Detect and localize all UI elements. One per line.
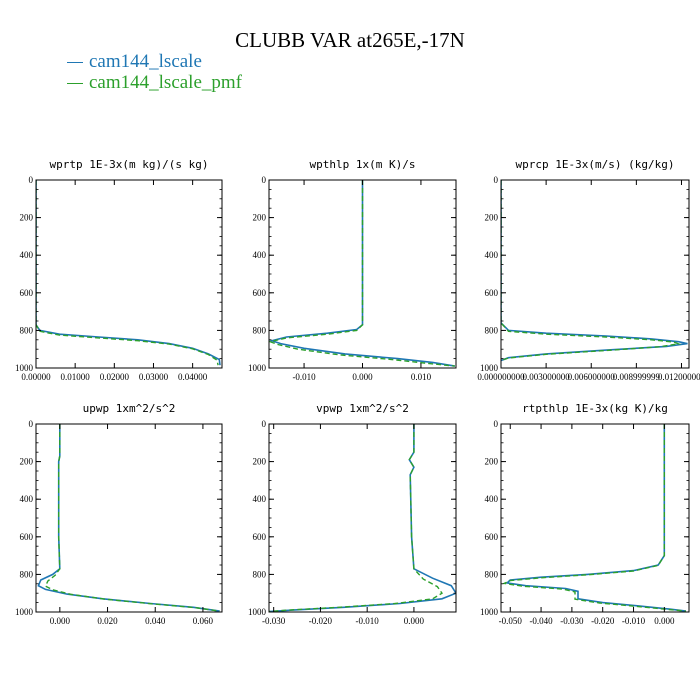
x-tick-label: 0.000	[404, 616, 425, 626]
plot-frame	[268, 423, 457, 613]
x-tick-label: 0.020	[97, 616, 118, 626]
plot-frame	[35, 423, 223, 613]
chart-title: vpwp 1xm^2/s^2	[316, 402, 409, 415]
y-tick-label: 600	[253, 288, 267, 298]
y-tick-label: 200	[253, 457, 267, 467]
y-tick-label: 800	[485, 569, 499, 579]
series-line	[501, 180, 682, 362]
legend-label: cam144_lscale	[89, 51, 202, 72]
y-tick-label: 1000	[480, 607, 499, 617]
y-tick-label: 1000	[248, 607, 267, 617]
x-tick-label: 0.008999999	[613, 372, 661, 382]
legend-line-icon	[67, 62, 83, 64]
chart-panel: wprtp 1E-3x(m kg)/(s kg) 0 200 400 600 800 100…	[15, 158, 223, 382]
y-tick-label: 200	[485, 213, 499, 223]
x-tick-label: 0.000	[352, 372, 373, 382]
series-line	[269, 424, 456, 612]
legend-line-icon	[67, 83, 83, 85]
legend-label: cam144_lscale_pmf	[89, 72, 243, 93]
x-tick-label: 0.003000000	[522, 372, 570, 382]
series-line	[505, 424, 686, 612]
y-tick-label: 0	[494, 419, 499, 429]
y-tick-label: 0	[29, 175, 34, 185]
y-tick-label: 800	[253, 325, 267, 335]
y-tick-label: 600	[253, 532, 267, 542]
y-tick-label: 0	[494, 175, 499, 185]
x-tick-label: 0.006000000	[568, 372, 616, 382]
y-tick-label: 400	[20, 494, 34, 504]
y-tick-label: 0	[29, 419, 34, 429]
series-line	[269, 180, 455, 367]
y-tick-label: 800	[253, 569, 267, 579]
x-tick-label: -0.010	[622, 616, 646, 626]
legend-item: cam144_lscale	[67, 51, 202, 73]
y-tick-label: 800	[485, 325, 499, 335]
chart-panel: wprcp 1E-3x(m/s) (kg/kg) 0 200 400 600 800 100…	[477, 158, 700, 382]
x-tick-label: 0.000	[50, 616, 71, 626]
series-line	[44, 424, 220, 612]
x-tick-label: 0.00000	[21, 372, 51, 382]
y-tick-label: 200	[253, 213, 267, 223]
series-line	[501, 180, 688, 362]
y-tick-label: 400	[485, 250, 499, 260]
chart-title: wprtp 1E-3x(m kg)/(s kg)	[50, 158, 209, 171]
y-tick-label: 400	[253, 250, 267, 260]
y-tick-label: 600	[485, 288, 499, 298]
chart-panel: vpwp 1xm^2/s^2 0 200 400 600 800 1000-0.030 -0.…	[248, 402, 457, 626]
y-tick-label: 400	[20, 250, 34, 260]
series-line	[37, 424, 220, 612]
chart-panel: rtpthlp 1E-3x(kg K)/kg02004006008001000-…	[480, 402, 690, 626]
chart-title: wprcp 1E-3x(m/s) (kg/kg)	[516, 158, 675, 171]
page-title: CLUBB VAR at265E,-17N	[235, 28, 465, 52]
y-tick-label: 600	[20, 532, 34, 542]
x-tick-label: 0.04000	[178, 372, 208, 382]
y-tick-label: 1000	[15, 363, 34, 373]
y-tick-label: 200	[485, 457, 499, 467]
y-tick-label: 800	[20, 569, 34, 579]
x-tick-label: 0.01000	[61, 372, 91, 382]
x-tick-label: -0.020	[591, 616, 615, 626]
series-line	[36, 180, 221, 366]
x-tick-label: 0.02000	[100, 372, 130, 382]
chart-title: upwp 1xm^2/s^2	[83, 402, 176, 415]
y-tick-label: 1000	[480, 363, 499, 373]
y-tick-label: 600	[485, 532, 499, 542]
chart-panel: wpthlp 1x(m K)/s 0 200 400 600 800 1000 -0.010 0…	[248, 158, 457, 382]
series-line	[269, 180, 455, 367]
y-tick-label: 200	[20, 457, 34, 467]
y-tick-label: 800	[20, 325, 34, 335]
x-tick-label: -0.030	[262, 616, 286, 626]
y-tick-label: 1000	[248, 363, 267, 373]
series-line	[269, 424, 444, 612]
x-tick-label: 0.03000	[139, 372, 169, 382]
x-tick-label: 0.000000000	[477, 372, 525, 382]
plot-frame	[500, 423, 690, 613]
y-tick-label: 600	[20, 288, 34, 298]
y-tick-label: 400	[253, 494, 267, 504]
x-tick-label: 0.000	[654, 616, 675, 626]
x-tick-label: -0.020	[309, 616, 333, 626]
x-tick-label: -0.030	[560, 616, 584, 626]
series-line	[501, 424, 686, 612]
chart-title: rtpthlp 1E-3x(kg K)/kg	[522, 402, 668, 415]
x-tick-label: 0.012000000	[658, 372, 700, 382]
series-line	[36, 180, 219, 366]
x-tick-label: 0.040	[145, 616, 166, 626]
x-tick-label: -0.040	[529, 616, 553, 626]
y-tick-label: 0	[262, 419, 267, 429]
x-tick-label: -0.050	[499, 616, 523, 626]
y-tick-label: 0	[262, 175, 267, 185]
chart-panel: upwp 1xm^2/s^2 0 200 400 600 800 1000 0.000 0.02…	[15, 402, 223, 626]
x-tick-label: 0.010	[411, 372, 432, 382]
x-tick-label: -0.010	[356, 616, 380, 626]
chart-title: wpthlp 1x(m K)/s	[310, 158, 416, 171]
y-tick-label: 400	[485, 494, 499, 504]
x-tick-label: -0.010	[292, 372, 316, 382]
y-tick-label: 1000	[15, 607, 34, 617]
legend-item: cam144_lscale_pmf	[67, 72, 242, 94]
y-tick-label: 200	[20, 213, 34, 223]
x-tick-label: 0.060	[193, 616, 214, 626]
